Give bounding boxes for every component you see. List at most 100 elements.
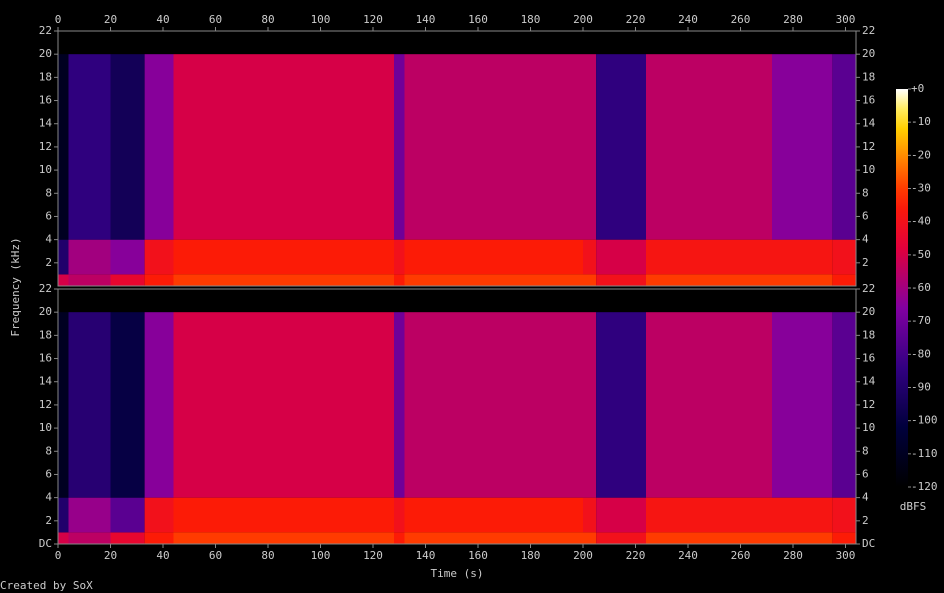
spectrum-cell	[404, 532, 583, 544]
y-tick-label: 10	[862, 421, 875, 434]
spectrum-cell	[772, 532, 833, 544]
spectrum-cell	[646, 497, 772, 533]
y-tick-label: 4	[45, 233, 52, 246]
colorbar-tick-label: -110	[911, 447, 938, 460]
colorbar-tick-label: -20	[911, 148, 931, 161]
spectrum-cell	[394, 312, 405, 498]
y-tick-label: 2	[862, 514, 869, 527]
x-tick-label: 120	[363, 13, 383, 26]
spectrum-cell	[596, 532, 646, 544]
spectrum-cell	[772, 312, 833, 498]
spectrum-cell	[110, 532, 145, 544]
spectrum-cell	[68, 497, 111, 533]
y-tick-label: 2	[862, 256, 869, 269]
spectrum-cell	[832, 274, 856, 286]
spectrum-cell	[173, 274, 394, 286]
x-tick-label: 80	[261, 13, 274, 26]
y-tick-label: 22	[862, 24, 875, 37]
y-tick-label: 16	[39, 94, 52, 107]
spectrum-cell	[772, 239, 833, 275]
spectrum-cell	[110, 312, 145, 498]
colorbar-tick-label: -40	[911, 215, 931, 228]
y-tick-label: 22	[862, 282, 875, 295]
spectrum-cell	[596, 497, 646, 533]
x-tick-label: 260	[731, 13, 751, 26]
y-tick-label: DC	[862, 537, 875, 550]
spectrum-cell	[404, 54, 583, 240]
x-tick-label: 120	[363, 549, 383, 562]
y-tick-label: 22	[39, 24, 52, 37]
spectrum-cell	[394, 497, 405, 533]
x-tick-label: 20	[104, 549, 117, 562]
spectrum-cell	[68, 54, 111, 240]
y-tick-label: 6	[45, 467, 52, 480]
spectrum-cell	[583, 532, 597, 544]
y-tick-label: 6	[45, 209, 52, 222]
y-tick-label: 12	[862, 140, 875, 153]
y-tick-label: 8	[862, 444, 869, 457]
colorbar-tick-label: -30	[911, 182, 931, 195]
x-tick-label: 160	[468, 13, 488, 26]
spectrum-cell	[646, 239, 772, 275]
x-tick-label: 160	[468, 549, 488, 562]
x-tick-label: 300	[836, 549, 856, 562]
colorbar-tick-label: -120	[911, 480, 938, 493]
panel-frame	[57, 30, 857, 287]
x-tick-label: 100	[311, 549, 331, 562]
y-tick-label: 14	[862, 117, 876, 130]
spectrum-cell	[173, 532, 394, 544]
x-tick-label: 60	[209, 549, 222, 562]
x-tick-label: 280	[783, 549, 803, 562]
y-tick-label: 6	[862, 467, 869, 480]
y-tick-label: 20	[39, 305, 52, 318]
colorbar-tick-label: -60	[911, 281, 931, 294]
spectrum-cell	[583, 54, 597, 240]
x-tick-label: 80	[261, 549, 274, 562]
y-tick-label: 20	[39, 47, 52, 60]
spectrum-cell	[394, 532, 405, 544]
y-tick-label: 8	[862, 186, 869, 199]
spectrum-cell	[646, 274, 772, 286]
y-tick-label: 18	[862, 328, 875, 341]
spectrum-cell	[110, 54, 145, 240]
y-tick-label: 12	[862, 398, 875, 411]
y-tick-label: 4	[862, 491, 869, 504]
y-tick-label: 10	[39, 163, 52, 176]
colorbar-tick-label: -10	[911, 115, 931, 128]
y-tick-label: 18	[39, 70, 52, 83]
spectrum-cell	[772, 497, 833, 533]
y-tick-label: 12	[39, 398, 52, 411]
colorbar-label: dBFS	[900, 500, 927, 513]
panel-frame	[57, 288, 857, 545]
spectrum-cell	[832, 532, 856, 544]
spectrum-cell	[832, 239, 856, 275]
y-tick-label: 8	[45, 186, 52, 199]
spectrum-cell	[58, 54, 69, 240]
x-tick-label: 200	[573, 549, 593, 562]
spectrum-cell	[646, 312, 772, 498]
colorbar-tick-label: -100	[911, 414, 938, 427]
colorbar-tick-label: -70	[911, 314, 931, 327]
spectrum-cell	[404, 312, 583, 498]
y-tick-label: 6	[862, 209, 869, 222]
spectrum-cell	[144, 239, 174, 275]
y-tick-label: 10	[862, 163, 875, 176]
spectrum-cell	[583, 312, 597, 498]
spectrum-cell	[58, 312, 69, 498]
spectrum-cell	[832, 497, 856, 533]
x-tick-label: 180	[521, 13, 541, 26]
x-tick-label: 100	[311, 13, 331, 26]
spectrum-cell	[173, 497, 394, 533]
y-tick-label: 16	[862, 352, 875, 365]
spectrum-cell	[394, 274, 405, 286]
y-tick-label: 4	[45, 491, 52, 504]
x-tick-label: 140	[416, 13, 436, 26]
spectrum-cell	[583, 274, 597, 286]
x-tick-label: 220	[626, 549, 646, 562]
spectrum-cell	[646, 54, 772, 240]
y-tick-label: 18	[862, 70, 875, 83]
x-tick-label: 240	[678, 13, 698, 26]
spectrum-cell	[144, 312, 174, 498]
spectrum-cell	[394, 239, 405, 275]
